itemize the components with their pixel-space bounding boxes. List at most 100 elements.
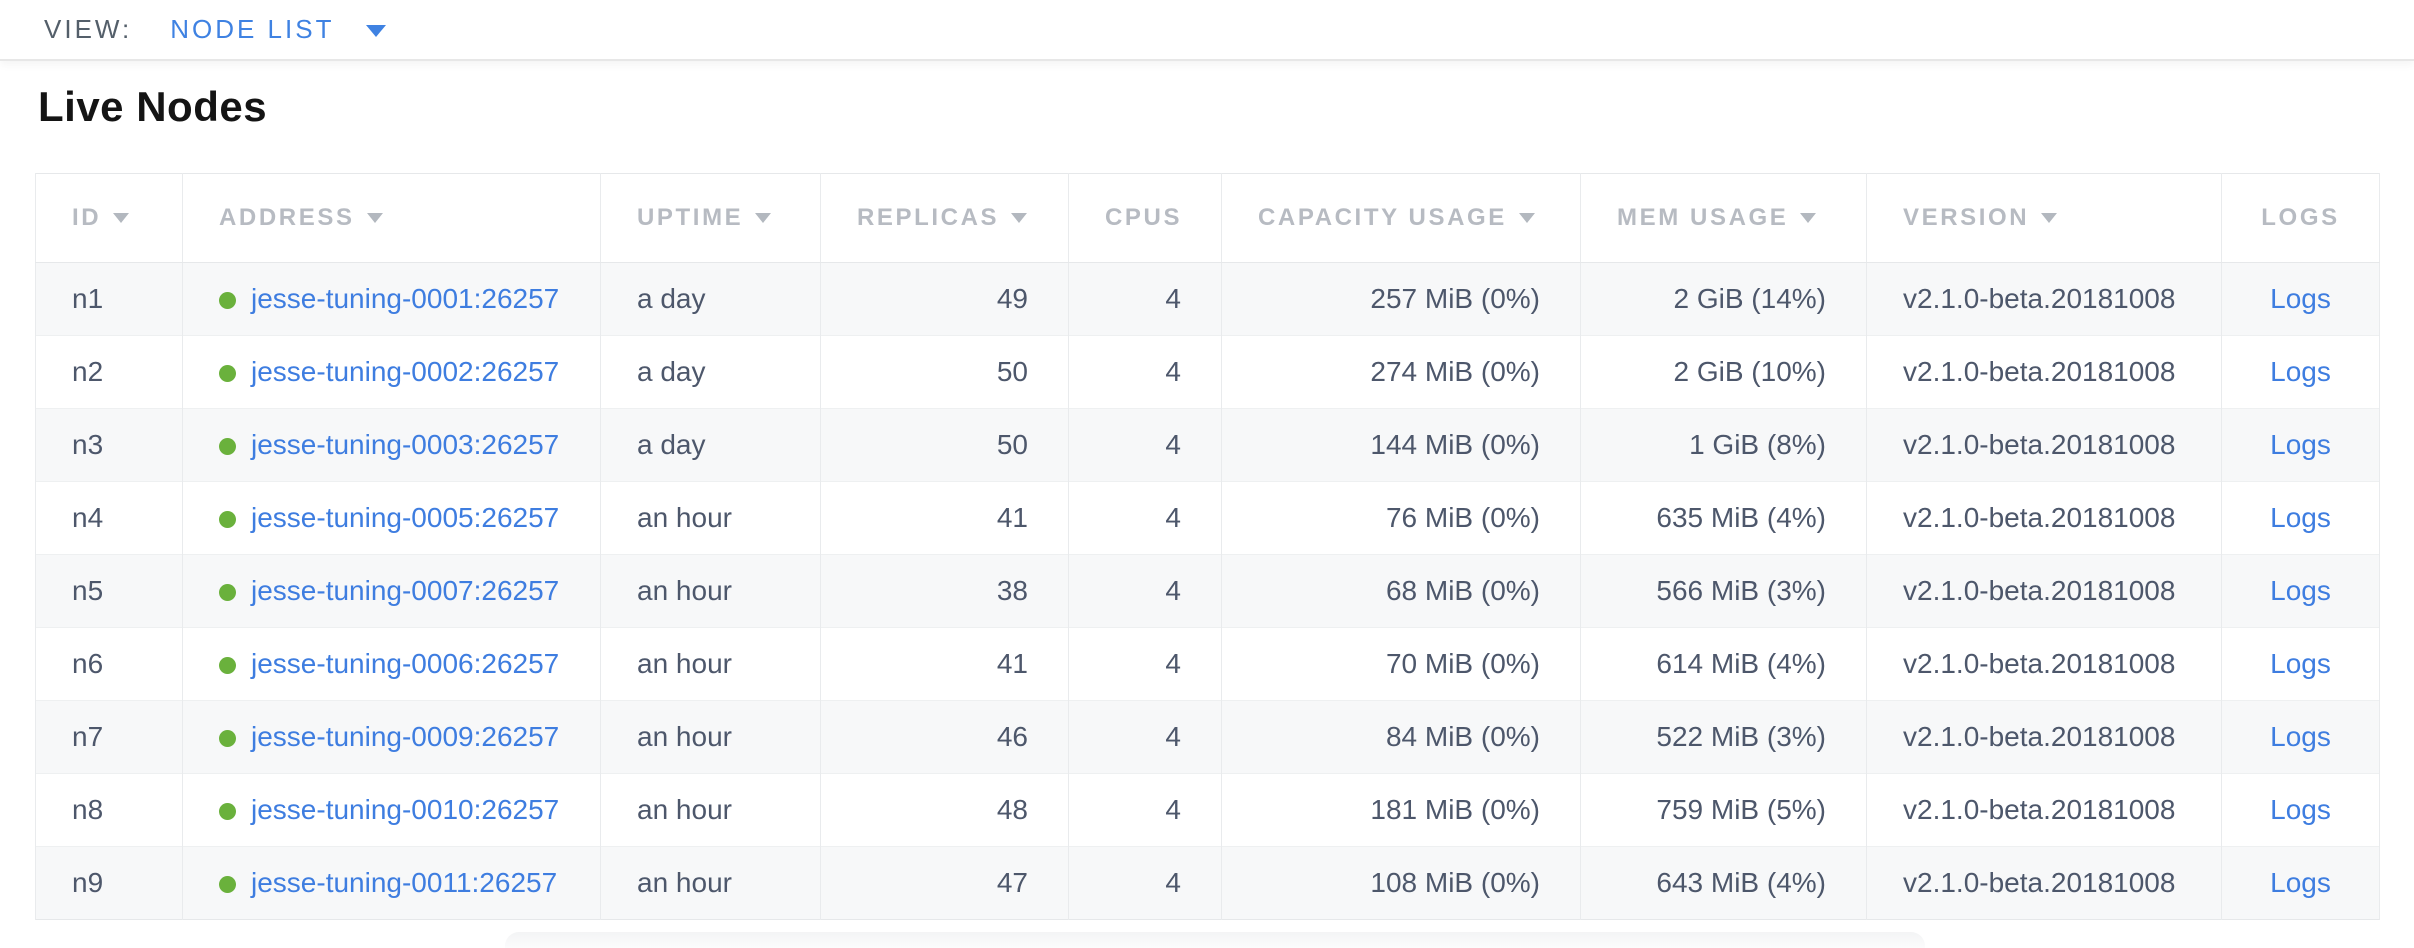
- view-selected-value[interactable]: NODE LIST: [170, 14, 335, 44]
- node-logs-link[interactable]: Logs: [2270, 502, 2331, 533]
- node-capacity-usage-cell: 144 MiB (0%): [1221, 408, 1581, 482]
- node-live-status-dot-icon: [219, 803, 236, 820]
- node-address-cell: jesse-tuning-0005:26257: [182, 481, 601, 555]
- column-header-replicas[interactable]: REPLICAS: [820, 173, 1069, 263]
- column-header-uptime[interactable]: UPTIME: [600, 173, 821, 263]
- node-logs-link[interactable]: Logs: [2270, 867, 2331, 898]
- column-header-version[interactable]: VERSION: [1866, 173, 2222, 263]
- node-logs-link[interactable]: Logs: [2270, 283, 2331, 314]
- node-logs-link[interactable]: Logs: [2270, 356, 2331, 387]
- node-uptime-cell: a day: [600, 408, 821, 482]
- node-live-status-dot-icon: [219, 438, 236, 455]
- node-capacity-usage-cell: 84 MiB (0%): [1221, 700, 1581, 774]
- node-capacity-usage-cell: 274 MiB (0%): [1221, 335, 1581, 409]
- node-logs-link[interactable]: Logs: [2270, 794, 2331, 825]
- node-address-link[interactable]: jesse-tuning-0006:26257: [251, 648, 560, 679]
- node-id-cell: n1: [35, 262, 183, 336]
- node-mem-usage-cell: 566 MiB (3%): [1580, 554, 1867, 628]
- node-cpus-cell: 4: [1068, 846, 1222, 920]
- table-header: ID ADDRESS UPTIME REPLICAS CPUS CAPACITY…: [35, 173, 2380, 263]
- node-logs-cell: Logs: [2221, 408, 2380, 482]
- node-address-cell: jesse-tuning-0007:26257: [182, 554, 601, 628]
- node-version-cell: v2.1.0-beta.20181008: [1866, 481, 2222, 555]
- node-replicas-cell: 50: [820, 335, 1069, 409]
- node-logs-cell: Logs: [2221, 700, 2380, 774]
- node-live-status-dot-icon: [219, 584, 236, 601]
- column-header-capacity-usage[interactable]: CAPACITY USAGE: [1221, 173, 1581, 263]
- node-mem-usage-cell: 759 MiB (5%): [1580, 773, 1867, 847]
- node-replicas-cell: 46: [820, 700, 1069, 774]
- node-cpus-cell: 4: [1068, 481, 1222, 555]
- node-cpus-cell: 4: [1068, 335, 1222, 409]
- node-address-cell: jesse-tuning-0011:26257: [182, 846, 601, 920]
- node-address-cell: jesse-tuning-0002:26257: [182, 335, 601, 409]
- node-replicas-cell: 41: [820, 627, 1069, 701]
- node-address-link[interactable]: jesse-tuning-0001:26257: [251, 283, 560, 314]
- live-nodes-table: ID ADDRESS UPTIME REPLICAS CPUS CAPACITY…: [35, 173, 2380, 920]
- table-row: n5 jesse-tuning-0007:26257 an hour 38 4 …: [35, 554, 2380, 628]
- node-logs-cell: Logs: [2221, 335, 2380, 409]
- node-address-link[interactable]: jesse-tuning-0003:26257: [251, 429, 560, 460]
- node-capacity-usage-cell: 68 MiB (0%): [1221, 554, 1581, 628]
- node-cpus-cell: 4: [1068, 773, 1222, 847]
- node-cpus-cell: 4: [1068, 554, 1222, 628]
- node-address-link[interactable]: jesse-tuning-0009:26257: [251, 721, 560, 752]
- node-logs-cell: Logs: [2221, 846, 2380, 920]
- chevron-down-icon: [366, 25, 387, 37]
- node-address-link[interactable]: jesse-tuning-0011:26257: [251, 867, 558, 898]
- table-row: n9 jesse-tuning-0011:26257 an hour 47 4 …: [35, 846, 2380, 920]
- column-header-mem-usage[interactable]: MEM USAGE: [1580, 173, 1867, 263]
- node-version-cell: v2.1.0-beta.20181008: [1866, 700, 2222, 774]
- node-id-cell: n6: [35, 627, 183, 701]
- node-id-cell: n5: [35, 554, 183, 628]
- node-id-cell: n8: [35, 773, 183, 847]
- node-id-cell: n4: [35, 481, 183, 555]
- node-address-link[interactable]: jesse-tuning-0010:26257: [251, 794, 560, 825]
- node-version-cell: v2.1.0-beta.20181008: [1866, 262, 2222, 336]
- node-mem-usage-cell: 635 MiB (4%): [1580, 481, 1867, 555]
- node-logs-link[interactable]: Logs: [2270, 721, 2331, 752]
- node-capacity-usage-cell: 181 MiB (0%): [1221, 773, 1581, 847]
- node-address-link[interactable]: jesse-tuning-0002:26257: [251, 356, 560, 387]
- node-cpus-cell: 4: [1068, 700, 1222, 774]
- node-uptime-cell: an hour: [600, 846, 821, 920]
- node-replicas-cell: 50: [820, 408, 1069, 482]
- table-row: n3 jesse-tuning-0003:26257 a day 50 4 14…: [35, 408, 2380, 482]
- node-uptime-cell: an hour: [600, 773, 821, 847]
- node-address-cell: jesse-tuning-0003:26257: [182, 408, 601, 482]
- table-row: n6 jesse-tuning-0006:26257 an hour 41 4 …: [35, 627, 2380, 701]
- next-section-top-shadow: [505, 932, 1925, 948]
- node-version-cell: v2.1.0-beta.20181008: [1866, 554, 2222, 628]
- node-address-cell: jesse-tuning-0006:26257: [182, 627, 601, 701]
- node-logs-link[interactable]: Logs: [2270, 648, 2331, 679]
- node-logs-cell: Logs: [2221, 481, 2380, 555]
- node-mem-usage-cell: 614 MiB (4%): [1580, 627, 1867, 701]
- node-logs-cell: Logs: [2221, 554, 2380, 628]
- node-logs-link[interactable]: Logs: [2270, 575, 2331, 606]
- column-header-id[interactable]: ID: [35, 173, 183, 263]
- node-capacity-usage-cell: 257 MiB (0%): [1221, 262, 1581, 336]
- node-capacity-usage-cell: 76 MiB (0%): [1221, 481, 1581, 555]
- node-live-status-dot-icon: [219, 657, 236, 674]
- sort-desc-icon: [366, 213, 383, 223]
- column-header-address[interactable]: ADDRESS: [182, 173, 601, 263]
- node-uptime-cell: a day: [600, 335, 821, 409]
- node-version-cell: v2.1.0-beta.20181008: [1866, 408, 2222, 482]
- node-address-cell: jesse-tuning-0010:26257: [182, 773, 601, 847]
- column-header-cpus: CPUS: [1068, 173, 1222, 263]
- node-replicas-cell: 47: [820, 846, 1069, 920]
- node-logs-link[interactable]: Logs: [2270, 429, 2331, 460]
- view-label: VIEW:: [44, 14, 133, 44]
- table-row: n2 jesse-tuning-0002:26257 a day 50 4 27…: [35, 335, 2380, 409]
- node-address-link[interactable]: jesse-tuning-0007:26257: [251, 575, 560, 606]
- node-address-link[interactable]: jesse-tuning-0005:26257: [251, 502, 560, 533]
- node-uptime-cell: an hour: [600, 627, 821, 701]
- node-logs-cell: Logs: [2221, 262, 2380, 336]
- node-cpus-cell: 4: [1068, 408, 1222, 482]
- node-mem-usage-cell: 1 GiB (8%): [1580, 408, 1867, 482]
- sort-desc-icon: [1518, 213, 1535, 223]
- sort-desc-icon: [2041, 213, 2058, 223]
- table-row: n4 jesse-tuning-0005:26257 an hour 41 4 …: [35, 481, 2380, 555]
- view-selector-dropdown[interactable]: NODE LIST: [170, 14, 387, 45]
- node-uptime-cell: an hour: [600, 700, 821, 774]
